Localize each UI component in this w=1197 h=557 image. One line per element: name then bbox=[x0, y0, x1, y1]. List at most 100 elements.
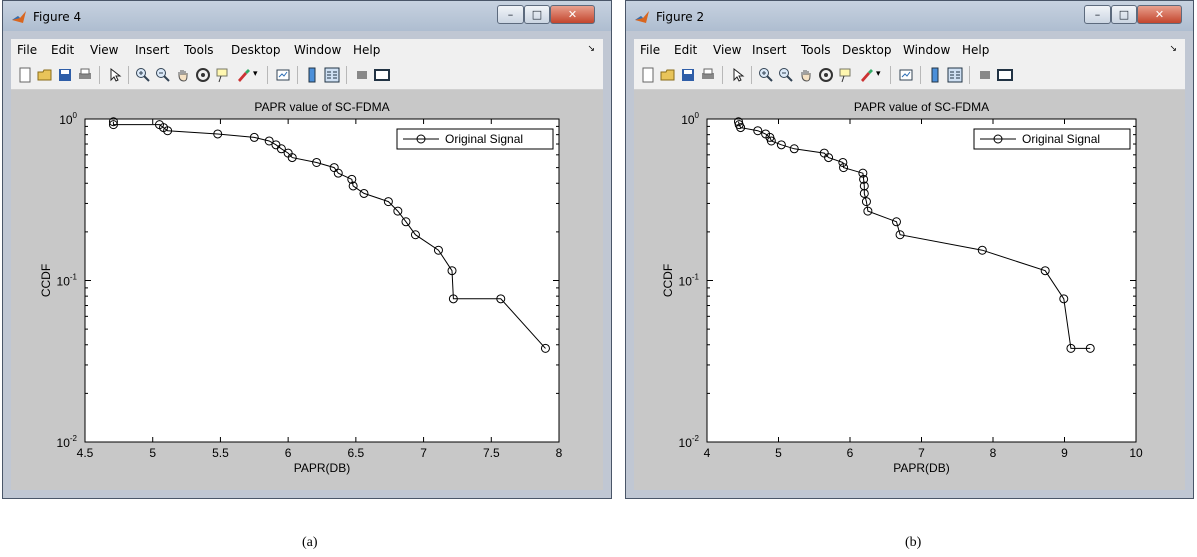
title-bar[interactable]: Figure 2 – □ ✕ bbox=[626, 1, 1193, 31]
hide-plot-tools-icon[interactable] bbox=[977, 67, 993, 83]
maximize-button[interactable]: □ bbox=[524, 5, 550, 24]
hide-plot-tools-icon[interactable] bbox=[354, 67, 370, 83]
data-point bbox=[776, 140, 786, 150]
x-tick-label: 8 bbox=[556, 446, 563, 460]
series-line bbox=[112, 121, 546, 349]
maximize-button[interactable]: □ bbox=[1111, 5, 1137, 24]
plot-area bbox=[706, 118, 1137, 443]
colorbar-icon[interactable] bbox=[927, 67, 943, 83]
colorbar-icon[interactable] bbox=[304, 67, 320, 83]
pointer-icon[interactable] bbox=[107, 67, 123, 83]
menu-desktop[interactable]: Desktop bbox=[231, 43, 281, 57]
menu-window[interactable]: Window bbox=[294, 43, 342, 57]
menu-tools[interactable]: Tools bbox=[184, 43, 214, 57]
brush-icon[interactable] bbox=[858, 67, 874, 83]
menu-view[interactable]: View bbox=[713, 43, 742, 57]
x-tick-label: 5 bbox=[149, 446, 156, 460]
zoom-out-icon[interactable] bbox=[155, 67, 171, 83]
close-button[interactable]: ✕ bbox=[550, 5, 595, 24]
link-plot-icon[interactable] bbox=[275, 67, 291, 83]
new-figure-icon[interactable] bbox=[17, 67, 33, 83]
legend-label: Original Signal bbox=[1022, 132, 1100, 146]
data-point bbox=[895, 230, 905, 240]
dock-arrow-icon[interactable]: ↘ bbox=[587, 44, 595, 54]
data-point bbox=[108, 117, 118, 127]
print-icon[interactable] bbox=[700, 67, 716, 83]
figure-canvas[interactable]: 4 5 6 7 8 9 10 10-2 10-1 100 PAPR value of SC-FDMA… bbox=[634, 90, 1185, 490]
data-point bbox=[163, 126, 173, 136]
x-tick-label: 6.5 bbox=[348, 446, 365, 460]
data-cursor-icon[interactable] bbox=[838, 67, 854, 83]
menu-edit[interactable]: Edit bbox=[51, 43, 75, 57]
rotate-3d-icon[interactable] bbox=[818, 67, 834, 83]
dock-arrow-icon[interactable]: ↘ bbox=[1169, 44, 1177, 54]
matlab-icon bbox=[12, 11, 26, 23]
data-point bbox=[1066, 343, 1076, 353]
brush-icon[interactable] bbox=[235, 67, 251, 83]
zoom-in-icon[interactable] bbox=[135, 67, 151, 83]
save-icon[interactable] bbox=[680, 67, 696, 83]
data-point bbox=[433, 245, 443, 255]
data-point bbox=[861, 197, 871, 207]
show-plot-tools-icon[interactable] bbox=[374, 67, 390, 83]
x-tick-label: 7.5 bbox=[483, 446, 500, 460]
window-title: Figure 4 bbox=[33, 10, 82, 24]
caption-b: (b) bbox=[905, 535, 922, 550]
legend-icon[interactable] bbox=[947, 67, 963, 83]
rotate-3d-icon[interactable] bbox=[195, 67, 211, 83]
toolbar: ▾ bbox=[634, 61, 1185, 90]
menu-tools[interactable]: Tools bbox=[801, 43, 831, 57]
pan-icon[interactable] bbox=[175, 67, 191, 83]
link-plot-icon[interactable] bbox=[898, 67, 914, 83]
brush-dropdown-icon[interactable]: ▾ bbox=[876, 68, 881, 78]
data-point bbox=[858, 168, 868, 178]
brush-dropdown-icon[interactable]: ▾ bbox=[253, 68, 258, 78]
open-file-icon[interactable] bbox=[37, 67, 53, 83]
data-point bbox=[753, 126, 763, 136]
new-figure-icon[interactable] bbox=[640, 67, 656, 83]
zoom-in-icon[interactable] bbox=[758, 67, 774, 83]
figure-window-b: Figure 2 – □ ✕ File Edit View Insert Too… bbox=[625, 0, 1194, 499]
minimize-button[interactable]: – bbox=[497, 5, 524, 24]
menu-insert[interactable]: Insert bbox=[135, 43, 170, 57]
show-plot-tools-icon[interactable] bbox=[997, 67, 1013, 83]
y-axis-label: CCDF bbox=[661, 264, 675, 297]
close-button[interactable]: ✕ bbox=[1137, 5, 1182, 24]
figure-canvas[interactable]: 4.5 5 5.5 6 6.5 7 7.5 8 10-2 10-1 100 PAPR value of… bbox=[11, 90, 603, 490]
data-cursor-icon[interactable] bbox=[215, 67, 231, 83]
figure-window-a: Figure 4 – □ ✕ File Edit View Insert Too… bbox=[2, 0, 612, 499]
title-bar[interactable]: Figure 4 – □ ✕ bbox=[3, 1, 611, 31]
menu-file[interactable]: File bbox=[640, 43, 661, 57]
menu-insert[interactable]: Insert bbox=[752, 43, 787, 57]
menu-help[interactable]: Help bbox=[962, 43, 990, 57]
data-point bbox=[1040, 266, 1050, 276]
save-icon[interactable] bbox=[57, 67, 73, 83]
menu-window[interactable]: Window bbox=[903, 43, 951, 57]
menu-help[interactable]: Help bbox=[353, 43, 381, 57]
y-tick-label: 10-2 bbox=[679, 434, 700, 450]
menu-bar: File Edit View Insert Tools Desktop Wind… bbox=[11, 39, 603, 61]
plot-area bbox=[84, 118, 560, 443]
menu-edit[interactable]: Edit bbox=[674, 43, 698, 57]
menu-desktop[interactable]: Desktop bbox=[842, 43, 892, 57]
menu-file[interactable]: File bbox=[17, 43, 38, 57]
legend-marker bbox=[993, 134, 1003, 144]
zoom-out-icon[interactable] bbox=[778, 67, 794, 83]
data-point bbox=[249, 132, 259, 142]
x-axis-label: PAPR(DB) bbox=[893, 461, 949, 475]
window-title: Figure 2 bbox=[656, 10, 705, 24]
minimize-button[interactable]: – bbox=[1084, 5, 1111, 24]
open-file-icon[interactable] bbox=[660, 67, 676, 83]
chart-title: PAPR value of SC-FDMA bbox=[854, 100, 989, 114]
print-icon[interactable] bbox=[77, 67, 93, 83]
pan-icon[interactable] bbox=[798, 67, 814, 83]
data-point bbox=[264, 136, 274, 146]
menu-view[interactable]: View bbox=[90, 43, 119, 57]
data-point bbox=[213, 129, 223, 139]
legend-icon[interactable] bbox=[324, 67, 340, 83]
data-point bbox=[1085, 343, 1095, 353]
pointer-icon[interactable] bbox=[730, 67, 746, 83]
x-tick-label: 7 bbox=[420, 446, 427, 460]
data-point bbox=[859, 181, 869, 191]
x-tick-label: 5.5 bbox=[212, 446, 229, 460]
